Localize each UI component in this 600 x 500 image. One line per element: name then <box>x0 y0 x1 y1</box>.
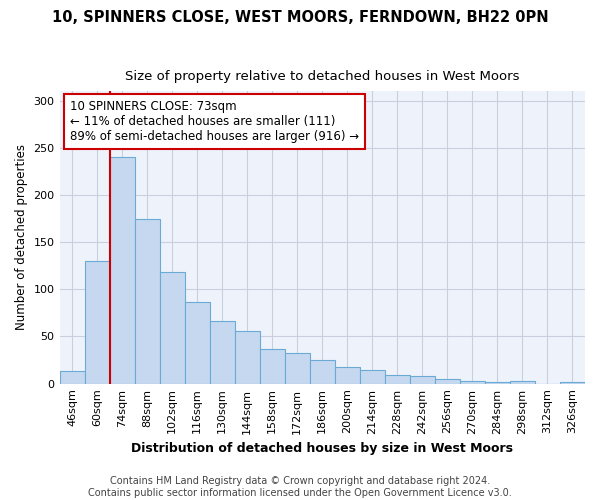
Bar <box>385 375 410 384</box>
Bar <box>85 261 110 384</box>
Text: 10 SPINNERS CLOSE: 73sqm
← 11% of detached houses are smaller (111)
89% of semi-: 10 SPINNERS CLOSE: 73sqm ← 11% of detach… <box>70 100 359 143</box>
Bar <box>260 349 285 384</box>
Bar <box>410 376 435 384</box>
Bar <box>134 218 160 384</box>
X-axis label: Distribution of detached houses by size in West Moors: Distribution of detached houses by size … <box>131 442 513 455</box>
Bar <box>209 322 235 384</box>
Bar <box>335 366 360 384</box>
Title: Size of property relative to detached houses in West Moors: Size of property relative to detached ho… <box>125 70 520 83</box>
Bar <box>160 272 185 384</box>
Bar <box>110 157 134 384</box>
Y-axis label: Number of detached properties: Number of detached properties <box>15 144 28 330</box>
Bar <box>510 381 535 384</box>
Bar <box>235 331 260 384</box>
Text: 10, SPINNERS CLOSE, WEST MOORS, FERNDOWN, BH22 0PN: 10, SPINNERS CLOSE, WEST MOORS, FERNDOWN… <box>52 10 548 25</box>
Bar <box>59 372 85 384</box>
Bar <box>435 379 460 384</box>
Bar <box>285 354 310 384</box>
Bar <box>360 370 385 384</box>
Bar <box>185 302 209 384</box>
Bar <box>560 382 585 384</box>
Text: Contains HM Land Registry data © Crown copyright and database right 2024.
Contai: Contains HM Land Registry data © Crown c… <box>88 476 512 498</box>
Bar <box>460 381 485 384</box>
Bar <box>310 360 335 384</box>
Bar <box>485 382 510 384</box>
